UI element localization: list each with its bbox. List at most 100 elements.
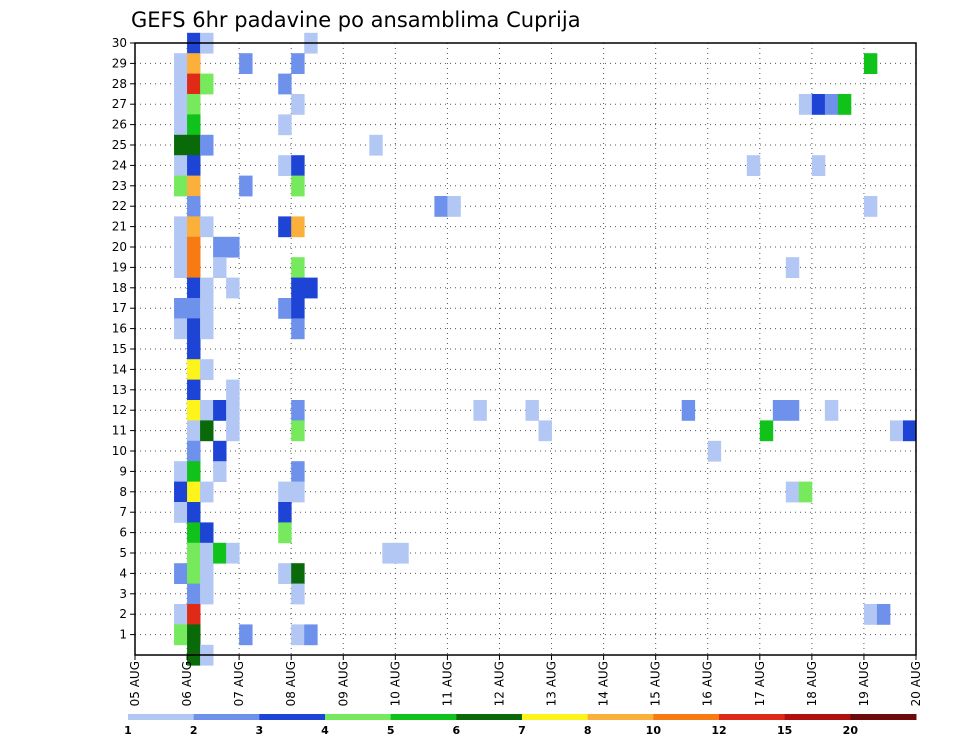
precip-cell xyxy=(187,379,201,401)
precip-cell xyxy=(278,216,292,238)
chart-title: GEFS 6hr padavine po ansamblima Cuprija xyxy=(131,8,581,32)
precip-cell xyxy=(291,583,305,605)
precip-cell xyxy=(837,94,852,115)
x-tick-label: 19 AUG xyxy=(857,661,871,706)
precip-cell xyxy=(187,277,201,299)
y-tick-label: 1 xyxy=(119,628,127,642)
precip-cell xyxy=(187,420,201,442)
x-tick-label: 18 AUG xyxy=(805,661,819,706)
precip-cell xyxy=(187,175,201,197)
precip-cell xyxy=(187,257,201,278)
colorbar-swatch xyxy=(587,714,654,720)
precip-cell xyxy=(473,400,487,421)
precip-cell xyxy=(187,94,201,115)
y-axis: 1234567891011121314151617181920212223242… xyxy=(112,36,135,642)
x-tick-label: 09 AUG xyxy=(336,661,350,706)
x-tick-label: 05 AUG xyxy=(128,661,142,706)
precip-cell xyxy=(174,563,188,584)
precip-cell xyxy=(174,236,188,258)
precip-cell xyxy=(213,257,227,278)
precip-cell xyxy=(291,318,305,340)
y-tick-label: 2 xyxy=(119,607,127,621)
y-tick-label: 3 xyxy=(119,587,127,601)
precip-cell xyxy=(278,522,292,544)
y-tick-label: 23 xyxy=(112,179,127,193)
precip-cell xyxy=(239,624,253,646)
precip-cell xyxy=(707,440,722,462)
precip-cell xyxy=(200,277,214,299)
precip-cell xyxy=(798,481,813,503)
precip-cell xyxy=(200,522,214,544)
precip-cell xyxy=(863,53,878,74)
precip-cell xyxy=(174,481,188,503)
colorbar-swatch xyxy=(128,714,195,720)
precip-cell xyxy=(525,400,539,421)
y-tick-label: 9 xyxy=(119,464,127,478)
colorbar-swatch xyxy=(850,714,917,720)
colorbar-label: 10 xyxy=(646,724,662,737)
precip-cell xyxy=(174,502,188,523)
precip-cells xyxy=(174,32,917,666)
y-tick-label: 12 xyxy=(112,403,127,417)
colorbar-swatch xyxy=(259,714,326,720)
precip-cell xyxy=(291,53,305,74)
y-tick-label: 13 xyxy=(112,383,127,397)
precip-cell xyxy=(200,400,214,421)
y-tick-label: 5 xyxy=(119,546,127,560)
precip-cell xyxy=(811,155,826,176)
precip-cell xyxy=(187,542,201,564)
x-tick-label: 17 AUG xyxy=(753,661,767,706)
x-tick-label: 13 AUG xyxy=(545,661,559,706)
precip-cell xyxy=(239,53,253,74)
precip-cell xyxy=(187,400,201,421)
y-tick-label: 14 xyxy=(112,362,127,376)
precip-cell xyxy=(278,155,292,176)
precip-cell xyxy=(200,420,214,442)
precip-cell xyxy=(187,338,201,360)
precip-cell xyxy=(291,155,305,176)
precip-cell xyxy=(213,461,227,482)
x-tick-label: 06 AUG xyxy=(180,661,194,706)
precip-cell xyxy=(382,542,396,564)
precip-cell xyxy=(187,236,201,258)
precip-cell xyxy=(187,114,201,136)
precip-cell xyxy=(291,257,305,278)
precip-cell xyxy=(759,420,774,442)
precip-cell xyxy=(226,379,240,401)
y-tick-label: 8 xyxy=(119,485,127,499)
colorbar-swatch xyxy=(193,714,260,720)
precip-cell xyxy=(187,298,201,319)
x-tick-label: 16 AUG xyxy=(701,661,715,706)
precip-cell xyxy=(785,257,800,278)
precip-cell xyxy=(785,400,800,421)
precip-cell xyxy=(902,420,917,442)
precip-cell xyxy=(291,624,305,646)
precip-cell xyxy=(291,216,305,238)
precip-cell xyxy=(863,604,878,625)
precip-cell xyxy=(278,502,292,523)
precip-cell xyxy=(187,604,201,625)
colorbar-label: 4 xyxy=(321,724,329,737)
precip-cell xyxy=(811,94,826,115)
precip-cell xyxy=(200,298,214,319)
precip-cell xyxy=(174,298,188,319)
precip-cell xyxy=(200,359,214,380)
y-tick-label: 20 xyxy=(112,240,127,254)
grid-lines xyxy=(135,42,916,655)
precip-cell xyxy=(291,563,305,584)
y-tick-label: 19 xyxy=(112,260,127,274)
precip-cell xyxy=(174,94,188,115)
y-tick-label: 15 xyxy=(112,342,127,356)
precip-cell xyxy=(174,624,188,646)
y-tick-label: 11 xyxy=(112,424,127,438)
precip-cell xyxy=(187,318,201,340)
precip-cell xyxy=(174,216,188,238)
precip-cell xyxy=(824,400,839,421)
y-tick-label: 30 xyxy=(112,36,127,50)
precip-cell xyxy=(174,257,188,278)
precip-cell xyxy=(538,420,552,442)
precip-cell xyxy=(278,73,292,95)
colorbar-label: 7 xyxy=(518,724,526,737)
precip-cell xyxy=(187,73,201,95)
